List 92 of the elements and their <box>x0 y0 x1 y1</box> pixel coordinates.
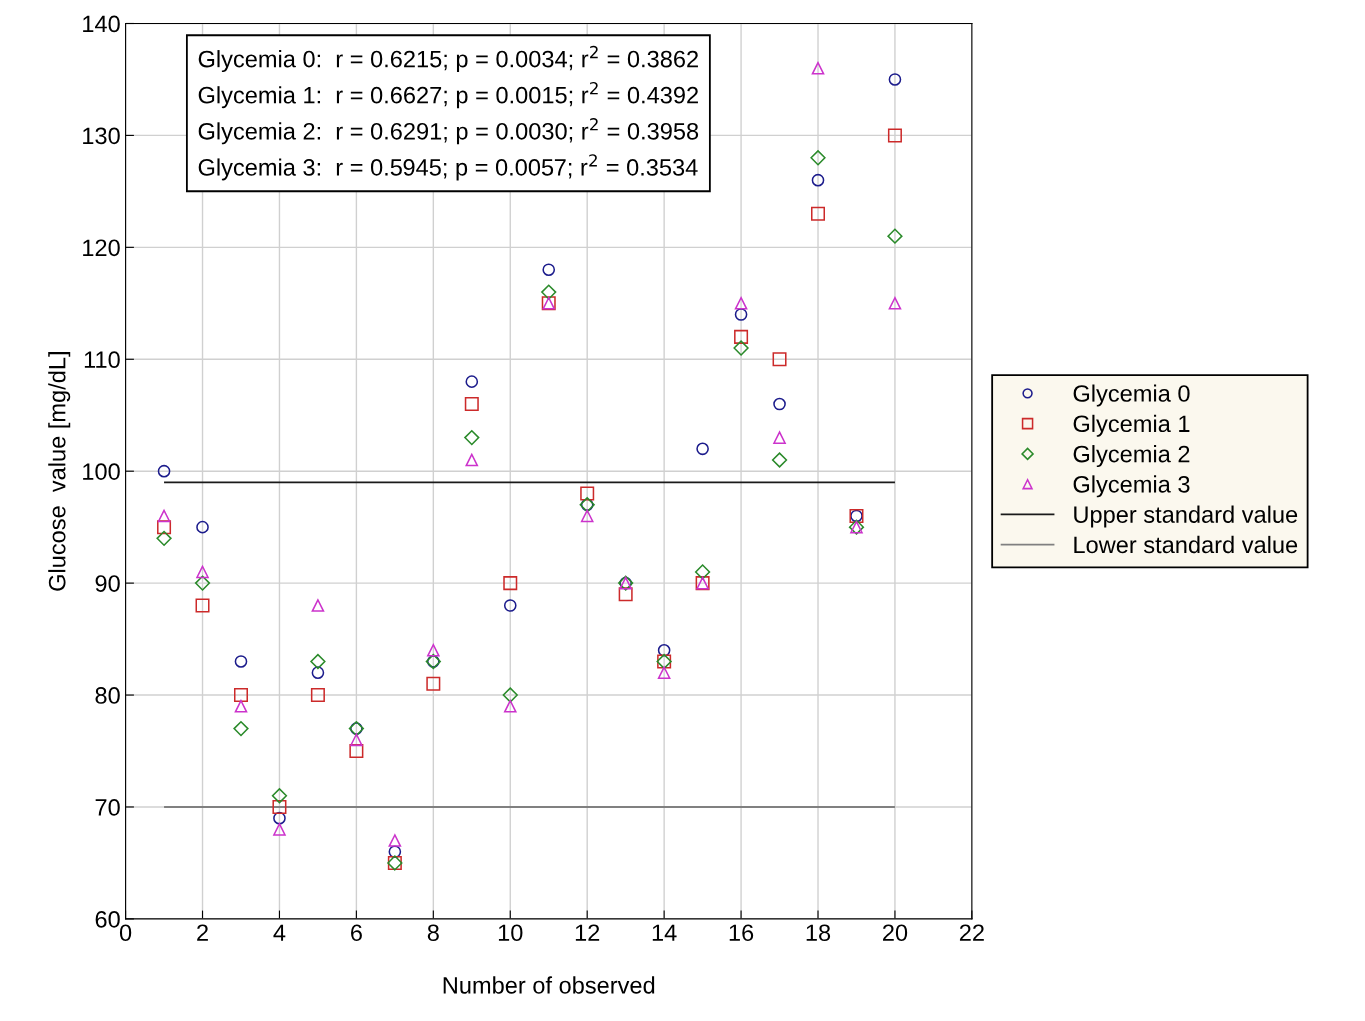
y-tick-label: 140 <box>83 15 120 33</box>
point <box>465 453 479 467</box>
point <box>464 429 480 446</box>
point <box>503 576 518 591</box>
x-tick-label: 12 <box>575 924 600 941</box>
point <box>734 329 749 344</box>
x-tick-label: 8 <box>427 924 439 942</box>
point <box>388 845 402 859</box>
point <box>694 564 711 580</box>
point <box>888 73 902 86</box>
point <box>773 431 786 444</box>
x-tick-label: 10 <box>498 924 523 942</box>
point <box>157 509 171 523</box>
point <box>502 687 518 703</box>
y-tick-label: 60 <box>95 910 120 928</box>
x-tick-label: 2 <box>197 924 208 941</box>
y-tick-label: 90 <box>95 575 120 592</box>
point <box>311 666 325 679</box>
y-tick-label: 120 <box>83 239 120 257</box>
point <box>271 788 288 804</box>
point <box>734 296 748 310</box>
point <box>196 565 209 579</box>
point <box>657 643 671 657</box>
point <box>196 520 209 534</box>
y-tick-label: 80 <box>95 687 120 704</box>
point <box>233 720 249 737</box>
point <box>888 296 902 310</box>
y-tick-label: 70 <box>95 799 120 816</box>
annotation: Glycemia 0: r = 0.6215; p = 0.0034; r$^{2}$ = 0.3862 <box>198 45 698 73</box>
point <box>234 699 248 713</box>
y-tick-label: 110 <box>84 351 120 369</box>
point <box>311 599 325 612</box>
point <box>273 823 286 836</box>
point <box>426 676 441 691</box>
legend-label: Lower standard value <box>1074 535 1298 554</box>
annotation: Glycemia 1: r = 0.6627; p = 0.0015; r$^{2}$ = 0.4392 <box>198 81 698 109</box>
point <box>233 688 248 703</box>
point <box>194 575 211 591</box>
point <box>273 811 286 825</box>
point <box>464 397 479 412</box>
point <box>195 598 210 613</box>
x-tick-label: 6 <box>351 924 362 942</box>
point <box>388 834 402 847</box>
point <box>887 128 902 143</box>
point <box>771 452 788 468</box>
point <box>234 655 248 668</box>
x-tick-label: 18 <box>806 924 831 942</box>
x-tick-label: 16 <box>729 924 754 942</box>
point <box>580 486 595 501</box>
x-axis-title: Number of observed <box>443 976 655 994</box>
point <box>465 375 479 388</box>
point <box>734 308 748 321</box>
point <box>696 442 709 456</box>
point <box>157 464 171 478</box>
point <box>310 688 325 703</box>
point <box>657 666 671 679</box>
point <box>157 520 172 535</box>
point <box>541 284 557 300</box>
point <box>772 352 787 367</box>
x-tick-label: 14 <box>652 924 677 941</box>
legend-label: Upper standard value <box>1074 505 1298 528</box>
point <box>310 653 326 670</box>
point <box>618 587 633 602</box>
point <box>811 173 825 187</box>
point <box>887 228 903 244</box>
point <box>810 150 826 166</box>
legend-label: Glycemia 2 <box>1073 445 1190 468</box>
y-tick-label: 100 <box>83 463 120 480</box>
point <box>503 699 517 713</box>
point <box>542 263 556 277</box>
y-axis-title: Glucose value [mg/dL] <box>48 352 71 591</box>
annotation: Glycemia 2: r = 0.6291; p = 0.0030; r$^{2}$ = 0.3958 <box>198 118 699 145</box>
x-tick-label: 4 <box>273 924 286 941</box>
legend-label: Glycemia 3 <box>1073 475 1190 498</box>
x-tick-label: 20 <box>883 924 908 942</box>
x-tick-label: 22 <box>959 924 984 941</box>
point <box>156 530 172 546</box>
point <box>503 599 517 612</box>
point <box>773 397 786 411</box>
annotation: Glycemia 3: r = 0.5945; p = 0.0057; r$^{2}$ = 0.3534 <box>198 154 698 181</box>
point <box>350 733 363 747</box>
point <box>733 340 749 356</box>
x-tick-label: 0 <box>119 924 132 942</box>
point <box>811 61 825 75</box>
point <box>272 799 287 814</box>
point <box>349 743 364 759</box>
point <box>810 206 826 221</box>
point <box>427 643 440 657</box>
legend-label: Glycemia 1 <box>1073 414 1190 437</box>
point <box>580 509 594 523</box>
legend-label: Glycemia 0 <box>1073 384 1190 407</box>
y-tick-label: 130 <box>83 127 120 145</box>
